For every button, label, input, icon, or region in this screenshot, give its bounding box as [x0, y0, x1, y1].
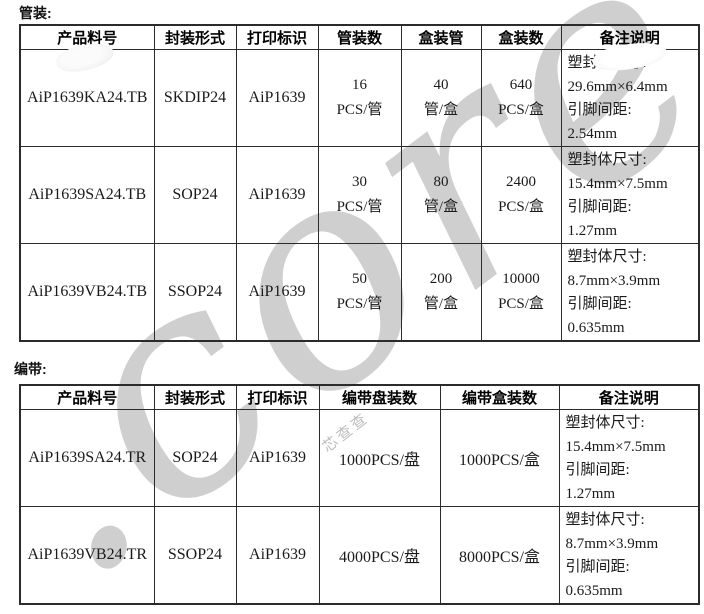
col-header-print-mark: 打印标识 — [235, 24, 319, 50]
remark-line: 引脚间距: — [567, 296, 632, 312]
qty-line: PCS/管 — [336, 296, 383, 312]
remark-line: 15.4mm×7.5mm — [565, 438, 666, 455]
qty-line: 管/盒 — [423, 199, 459, 215]
cell-tubes-per-box: 40 管/盒 — [400, 49, 482, 147]
qty-line: 2400 — [506, 174, 536, 190]
cell-package-type: SSOP24 — [153, 506, 237, 605]
col-header-reel-qty: 编带盘装数 — [318, 384, 441, 410]
qty-line: PCS/盒 — [498, 102, 544, 118]
cell-box-qty: 10000 PCS/盒 — [480, 243, 562, 342]
col-header-print-mark: 打印标识 — [235, 384, 320, 410]
cell-part-number: AiP1639SA24.TB — [19, 146, 155, 244]
qty-line: PCS/管 — [336, 102, 383, 118]
cell-print-mark: AiP1639 — [235, 146, 319, 244]
cell-print-mark: AiP1639 — [235, 506, 320, 605]
cell-print-mark: AiP1639 — [235, 243, 319, 342]
col-header-package-type: 封装形式 — [153, 24, 237, 50]
cell-part-number: AiP1639VB24.TR — [19, 506, 155, 605]
cell-tape-box-qty: 1000PCS/盒 — [439, 409, 560, 507]
col-header-part-number: 产品料号 — [19, 384, 155, 410]
remark-line: 0.635mm — [565, 582, 623, 599]
cell-box-qty: 640 PCS/盒 — [480, 49, 562, 147]
cell-print-mark: AiP1639 — [235, 409, 320, 507]
qty-line: PCS/盒 — [498, 296, 544, 312]
table-row: AiP1639VB24.TR SSOP24 AiP1639 4000PCS/盘 … — [19, 506, 700, 605]
cell-tubes-per-box: 200 管/盒 — [400, 243, 482, 342]
col-header-box-qty: 盒装数 — [480, 24, 562, 50]
qty-line: 640 — [509, 77, 533, 93]
col-header-remark: 备注说明 — [558, 384, 700, 410]
table-row: AiP1639SA24.TR SOP24 AiP1639 1000PCS/盘 1… — [19, 409, 700, 507]
cell-remark: 塑封体尺寸: 8.7mm×3.9mm 引脚间距: 0.635mm — [560, 243, 700, 342]
remark-line: 塑封体尺寸: — [567, 249, 647, 265]
tube-packing-table: 产品料号 封装形式 打印标识 管装数 盒装管 盒装数 备注说明 AiP1639K… — [19, 24, 700, 342]
cell-package-type: SSOP24 — [153, 243, 237, 342]
cell-part-number: AiP1639VB24.TB — [19, 243, 155, 342]
remark-line: 1.27mm — [565, 485, 616, 502]
remark-line: 塑封体尺寸: — [565, 512, 645, 528]
remark-line: 1.27mm — [567, 222, 618, 239]
remark-line: 引脚间距: — [565, 462, 630, 478]
qty-line: 50 — [352, 271, 367, 287]
remark-line: 2.54mm — [567, 125, 618, 142]
qty-line: 200 — [429, 271, 453, 287]
cell-remark: 塑封体尺寸: 15.4mm×7.5mm 引脚间距: 1.27mm — [560, 146, 700, 244]
cell-reel-qty: 1000PCS/盘 — [318, 409, 441, 507]
section-label-tape: 编带: — [14, 361, 47, 377]
remark-line: 塑封体尺寸: — [567, 152, 647, 168]
col-header-tubes-per-box: 盒装管 — [400, 24, 482, 50]
cell-tube-qty: 16 PCS/管 — [317, 49, 402, 147]
remark-line: 引脚间距: — [565, 559, 630, 575]
col-header-tube-qty: 管装数 — [317, 24, 402, 50]
cell-tube-qty: 50 PCS/管 — [317, 243, 402, 342]
qty-line: 10000 — [502, 271, 540, 287]
table-row: AiP1639SA24.TB SOP24 AiP1639 30 PCS/管 80… — [19, 146, 700, 244]
remark-line: 8.7mm×3.9mm — [565, 535, 659, 552]
qty-line: PCS/盒 — [498, 199, 544, 215]
cell-package-type: SOP24 — [153, 146, 237, 244]
tape-packing-table: 产品料号 封装形式 打印标识 编带盘装数 编带盒装数 备注说明 AiP1639S… — [19, 384, 700, 605]
qty-line: 80 — [433, 174, 449, 190]
qty-line: 管/盒 — [423, 102, 459, 118]
remark-line: 引脚间距: — [567, 102, 632, 118]
qty-line: 16 — [352, 77, 367, 93]
remark-line: 29.6mm×6.4mm — [567, 78, 668, 95]
remark-line: 8.7mm×3.9mm — [567, 272, 661, 289]
tube-table-header-row: 产品料号 封装形式 打印标识 管装数 盒装管 盒装数 备注说明 — [19, 24, 700, 50]
remark-line: 0.635mm — [567, 319, 625, 336]
cell-print-mark: AiP1639 — [235, 49, 319, 147]
cell-package-type: SOP24 — [153, 409, 237, 507]
remark-line: 引脚间距: — [567, 199, 632, 215]
cell-box-qty: 2400 PCS/盒 — [480, 146, 562, 244]
cell-part-number: AiP1639SA24.TR — [19, 409, 155, 507]
section-label-tube: 管装: — [19, 5, 52, 21]
col-header-tape-box-qty: 编带盒装数 — [439, 384, 560, 410]
table-row: AiP1639VB24.TB SSOP24 AiP1639 50 PCS/管 2… — [19, 243, 700, 342]
cell-tube-qty: 30 PCS/管 — [317, 146, 402, 244]
remark-line: 15.4mm×7.5mm — [567, 175, 668, 192]
qty-line: 30 — [352, 174, 367, 190]
cell-tubes-per-box: 80 管/盒 — [400, 146, 482, 244]
cell-remark: 塑封体尺寸: 8.7mm×3.9mm 引脚间距: 0.635mm — [558, 506, 700, 605]
qty-line: 40 — [433, 77, 449, 93]
qty-line: 管/盒 — [423, 296, 459, 312]
col-header-package-type: 封装形式 — [153, 384, 237, 410]
tape-table-header-row: 产品料号 封装形式 打印标识 编带盘装数 编带盒装数 备注说明 — [19, 384, 700, 410]
cell-tape-box-qty: 8000PCS/盒 — [439, 506, 560, 605]
cell-remark: 塑封体尺寸: 15.4mm×7.5mm 引脚间距: 1.27mm — [558, 409, 700, 507]
qty-line: PCS/管 — [336, 199, 383, 215]
cell-reel-qty: 4000PCS/盘 — [318, 506, 441, 605]
remark-line: 塑封体尺寸: — [565, 415, 645, 431]
cell-package-type: SKDIP24 — [153, 49, 237, 147]
